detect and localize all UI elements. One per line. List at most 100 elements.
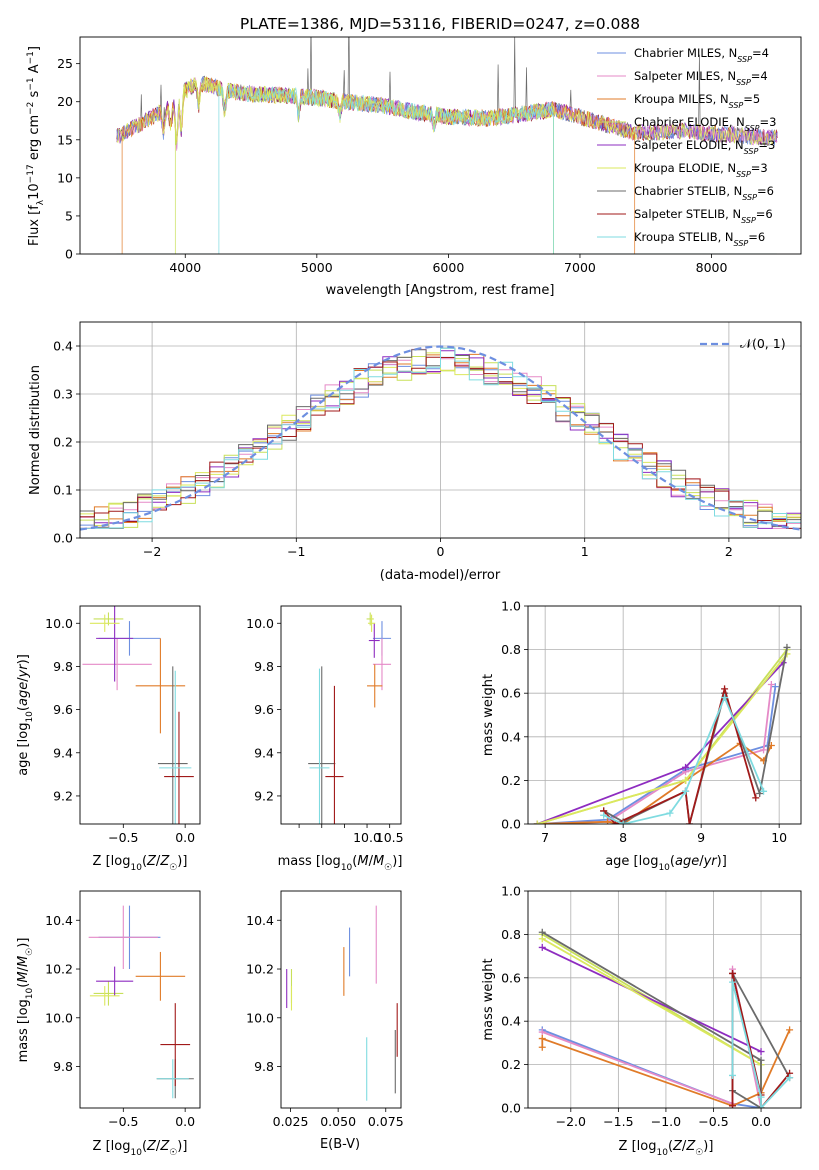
y-tick-label: 10.4: [45, 913, 73, 928]
weight-marker: [538, 1028, 546, 1036]
y-tick-label: 1.0: [501, 599, 521, 614]
weight-marker: [682, 776, 690, 784]
y-tick-label: 9.2: [254, 788, 274, 803]
salpeter-miles-errorbar: [82, 638, 152, 691]
weight-vs-age-xlabel: age [log10(age/yr)]: [605, 854, 727, 873]
chabrier-elodie-histogram: [80, 356, 801, 528]
salpeter-elodie-weight-line: [537, 662, 784, 824]
y-tick-label: 9.8: [53, 1059, 73, 1074]
weight-marker: [757, 1093, 765, 1101]
y-tick-label: 0.6: [501, 970, 521, 985]
chabrier-miles-weight-line: [537, 686, 777, 824]
y-tick-label: 0.6: [501, 686, 521, 701]
kroupa-stelib-errorbar: [159, 670, 192, 824]
weight_vs_Z-plot-area: [538, 928, 794, 1108]
age-vs-z-ylabel: age [log10(age/yr)]: [16, 654, 35, 776]
residuals-xlabel: (data-model)/error: [380, 568, 501, 583]
x-tick-label: −2: [143, 544, 161, 559]
weight-vs-z-xlabel: Z [log10(Z/Z☉)]: [619, 1139, 714, 1158]
x-tick-label: 10.0: [353, 830, 381, 845]
legend-entry: Kroupa ELODIE, NSSP=3: [634, 161, 768, 179]
salpeter-elodie-weight-line: [541, 946, 762, 1053]
y-tick-label: 10.0: [246, 616, 274, 631]
weight-marker: [783, 643, 791, 651]
mass_vs_Z-plot-area: [88, 905, 194, 1099]
spectrum-frame: [79, 36, 802, 255]
weight-marker: [538, 1043, 546, 1051]
mass_vs_Z-frame: [79, 890, 201, 1109]
weight-marker: [729, 978, 737, 986]
chabrier-stelib-errorbar: [157, 666, 188, 824]
y-tick-label: 1.0: [501, 884, 521, 899]
residuals-plot-area: [80, 345, 801, 531]
weight-marker: [786, 1026, 794, 1034]
weight_vs_age-frame: [527, 605, 802, 825]
spectrum-panel: 4000 5000 6000 7000 8000 0 5 10 15 20 25 wavelength…: [26, 36, 802, 298]
legend-entry: Chabrier ELODIE, NSSP=3: [634, 115, 776, 133]
y-tick-label: 10: [57, 170, 73, 185]
legend-entry: Chabrier MILES, NSSP=4: [634, 46, 769, 64]
x-tick-label: 5000: [301, 260, 333, 275]
x-tick-label: 0.025: [273, 1114, 309, 1129]
age_vs_mass-frame: [280, 605, 402, 825]
weight-marker: [756, 789, 764, 797]
y-tick-label: 10.0: [45, 616, 73, 631]
mass-vs-z-ylabel: mass [log10(M/M☉)]: [16, 938, 35, 1063]
weight-marker: [721, 694, 729, 702]
salpeter-stelib-errorbar: [325, 685, 344, 824]
salpeter-elodie-errorbar: [96, 606, 134, 682]
weight_vs_age-ylabel: mass weight: [481, 674, 496, 756]
y-tick-label: 9.8: [53, 659, 73, 674]
x-tick-label: 0.075: [368, 1114, 404, 1129]
weight-marker: [619, 820, 627, 824]
weight-marker: [760, 787, 768, 795]
weight-marker: [729, 969, 737, 977]
x-tick-label: 2: [725, 544, 733, 559]
salpeter-elodie-errorbar: [96, 966, 134, 996]
y-tick-label: 10.2: [45, 962, 73, 977]
kroupa-stelib-errorbar: [156, 1059, 189, 1099]
weight-marker: [611, 820, 619, 824]
x-tick-label: 10: [771, 830, 787, 845]
age_vs_Z-panel: −0.5 0.0 9.2 9.4 9.6 9.8 10.0 Z [log10(Z/Z☉)] ag…: [16, 605, 201, 873]
salpeter-stelib-errorbar: [164, 711, 194, 824]
y-tick-label: 10.4: [246, 913, 274, 928]
y-tick-label: 9.4: [53, 745, 73, 760]
weight-marker: [752, 794, 760, 802]
x-tick-label: −1.0: [651, 1114, 681, 1129]
y-tick-label: 0.8: [501, 927, 521, 942]
weight-marker: [538, 928, 546, 936]
y-tick-label: 9.4: [254, 745, 274, 760]
x-tick-label: 0.0: [175, 830, 195, 845]
y-tick-label: 0.4: [501, 1014, 521, 1029]
weight-marker: [533, 820, 541, 824]
x-tick-label: 1: [581, 544, 589, 559]
x-tick-label: −0.5: [108, 1114, 138, 1129]
weight-marker: [786, 1074, 794, 1082]
kroupa-elodie-errorbar: [367, 614, 376, 632]
kroupa-stelib-errorbar: [309, 668, 330, 824]
y-tick-label: 9.8: [254, 659, 274, 674]
x-tick-label: 0.050: [320, 1114, 356, 1129]
weight-marker: [757, 1048, 765, 1056]
x-tick-label: 9: [697, 830, 705, 845]
salpeter-stelib-weight-line: [603, 685, 757, 824]
y-tick-label: 0.2: [53, 435, 73, 450]
weight-marker: [685, 820, 693, 824]
mass-vs-ebv-xlabel: E(B-V): [320, 1137, 360, 1152]
weight-marker: [729, 1102, 737, 1108]
salpeter-miles-weight-line: [541, 968, 762, 1108]
kroupa-elodie-errorbar: [89, 614, 120, 632]
x-tick-label: 6000: [432, 260, 464, 275]
weight-marker: [538, 935, 546, 943]
mass_vs_Z-panel: −0.5 0.0 9.8 10.0 10.2 10.4 Z [log10(Z/Z☉)] mas…: [16, 890, 201, 1158]
salpeter-miles-errorbar: [372, 638, 392, 691]
age_vs_Z-frame: [79, 605, 201, 825]
weight-marker: [600, 811, 608, 819]
kroupa-elodie-weight-line: [541, 937, 762, 1108]
legend-entry: Kroupa MILES, NSSP=5: [634, 92, 760, 110]
legend-entry: Salpeter ELODIE, NSSP=3: [634, 138, 775, 156]
legend-entry: Salpeter MILES, NSSP=4: [634, 69, 768, 87]
y-tick-label: 0.0: [501, 1101, 521, 1116]
